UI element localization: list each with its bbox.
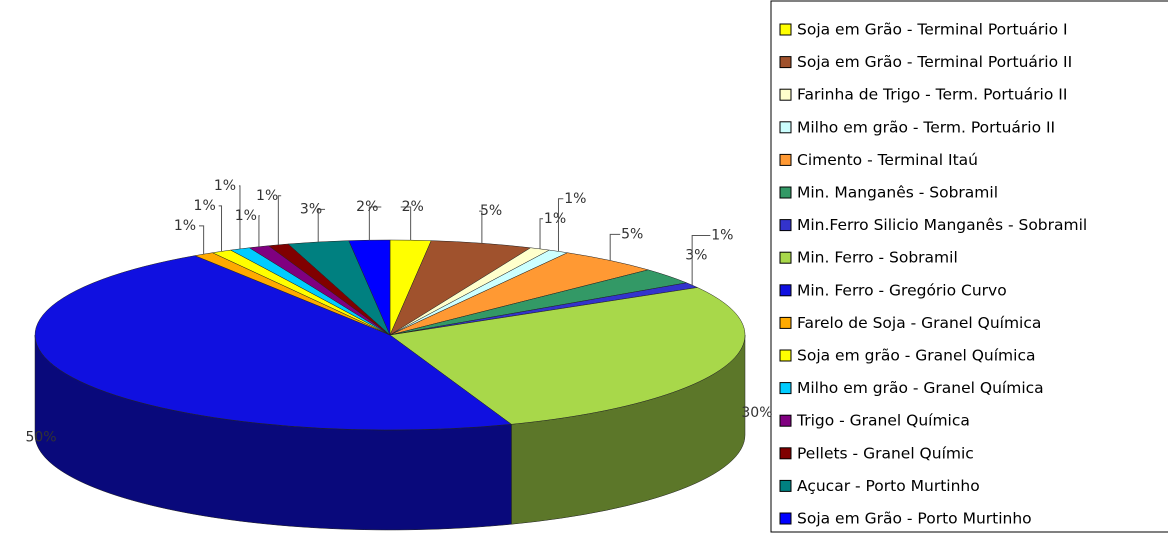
legend-label: Soja em grão - Granel Química [797, 347, 1036, 365]
legend-swatch [779, 414, 792, 427]
leader-line [368, 206, 382, 241]
legend-swatch [779, 56, 792, 69]
data-label: 3% [300, 201, 322, 217]
data-label: 1% [564, 191, 586, 207]
data-label: 1% [194, 198, 216, 214]
legend-label: Soja em Grão - Terminal Portuário II [797, 53, 1072, 71]
data-label: 50% [25, 429, 56, 445]
legend-label: Min. Ferro - Sobramil [797, 249, 958, 267]
legend-swatch [779, 316, 792, 329]
legend-label: Soja em Grão - Terminal Portuário I [797, 21, 1068, 39]
leader-line [479, 210, 483, 244]
legend-label: Trigo - Granel Química [796, 412, 970, 430]
leader-line [539, 218, 544, 249]
legend-swatch [779, 186, 792, 199]
legend-label: Min. Manganês - Sobramil [797, 184, 998, 202]
leader-line [691, 234, 711, 286]
leader-line [609, 233, 621, 261]
legend-swatch [779, 382, 792, 395]
legend-label: Milho em grão - Term. Portuário II [797, 118, 1055, 136]
leader-line [557, 198, 564, 252]
data-label: 1% [174, 218, 196, 234]
data-label: 1% [711, 227, 733, 243]
data-label: 2% [402, 199, 424, 215]
legend-label: Milho em grão - Granel Química [797, 379, 1044, 397]
legend-label: Min.Ferro Silicio Manganês - Sobramil [797, 216, 1087, 234]
legend-swatch [779, 447, 792, 460]
data-label: 5% [480, 203, 502, 219]
data-label: 2% [356, 199, 378, 215]
leader-line [198, 225, 205, 255]
data-label: 30% [741, 405, 772, 421]
legend-label: Farelo de Soja - Granel Química [797, 314, 1041, 332]
legend-label: Cimento - Terminal Itaú [797, 151, 978, 169]
legend-swatch [779, 479, 792, 492]
leader-line [218, 205, 223, 252]
legend-swatch [779, 219, 792, 232]
legend-swatch [779, 23, 792, 36]
leader-line [400, 206, 412, 241]
slice [34, 255, 513, 431]
legend-swatch [779, 153, 792, 166]
legend-label: Farinha de Trigo - Term. Portuário II [797, 86, 1067, 104]
legend-swatch [779, 284, 792, 297]
legend-swatch [779, 121, 792, 134]
leader-line [277, 195, 282, 245]
legend-label: Pellets - Granel Químic [797, 444, 974, 462]
data-label: 1% [544, 211, 566, 227]
leader-line [258, 215, 260, 247]
leader-line [238, 185, 241, 249]
leader-line [317, 208, 326, 242]
legend-swatch [779, 88, 792, 101]
legend-label: Min. Ferro - Gregório Curvo [797, 281, 1007, 299]
legend-box [770, 0, 1168, 533]
data-label: 1% [214, 178, 236, 194]
legend-label: Soja em Grão - Porto Murtinho [797, 510, 1032, 528]
data-label: 1% [256, 188, 278, 204]
legend-label: Açucar - Porto Murtinho [797, 477, 980, 495]
slice [389, 287, 746, 425]
legend-swatch [779, 512, 792, 525]
legend-swatch [779, 251, 792, 264]
legend-swatch [779, 349, 792, 362]
data-label: 5% [621, 226, 643, 242]
data-label: 3% [685, 247, 707, 263]
data-label: 1% [235, 208, 257, 224]
